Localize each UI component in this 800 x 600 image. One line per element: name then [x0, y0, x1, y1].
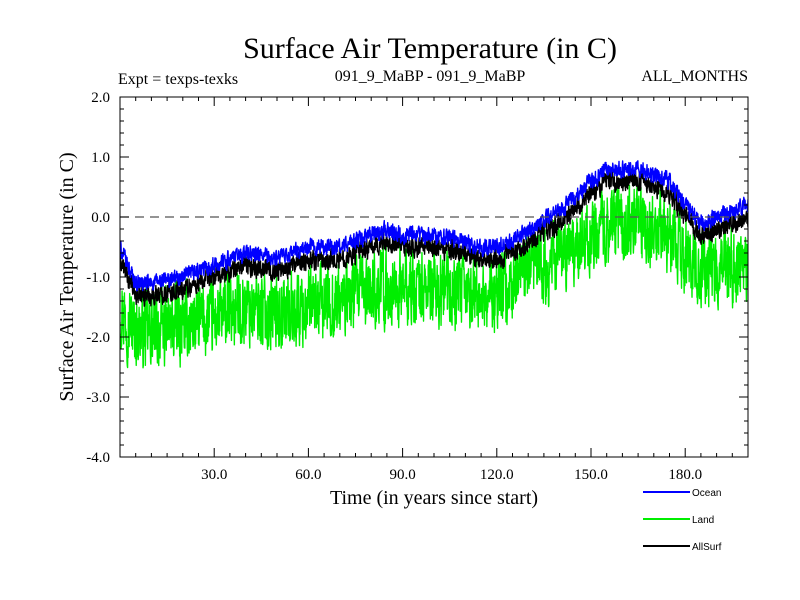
- chart-title: Surface Air Temperature (in C): [243, 32, 617, 65]
- x-tick-label: 60.0: [295, 467, 321, 483]
- x-tick-label: 180.0: [668, 467, 702, 483]
- x-tick-label: 120.0: [480, 467, 514, 483]
- y-tick-label: 2.0: [91, 90, 110, 106]
- y-tick-label: -4.0: [86, 450, 110, 466]
- legend: Ocean Land AllSurf: [643, 488, 722, 553]
- axes: 30.0 60.0 90.0 120.0 150.0 180.0 2.0 1.0 0.0 -1.0…: [86, 90, 748, 483]
- period-label: 091_9_MaBP - 091_9_MaBP: [335, 68, 526, 85]
- x-tick-label: 30.0: [201, 467, 227, 483]
- legend-label-allsurf: AllSurf: [692, 542, 722, 553]
- experiment-label: Expt = texps-texks: [118, 71, 238, 88]
- y-tick-label: -3.0: [86, 390, 110, 406]
- y-tick-label: 0.0: [91, 210, 110, 226]
- legend-label-land: Land: [692, 515, 714, 526]
- y-axis-label: Surface Air Temperature (in C): [56, 152, 78, 401]
- y-tick-label: 1.0: [91, 150, 110, 166]
- x-axis-label: Time (in years since start): [330, 487, 538, 509]
- months-label: ALL_MONTHS: [641, 68, 748, 85]
- x-tick-label: 150.0: [574, 467, 608, 483]
- y-tick-label: -2.0: [86, 330, 110, 346]
- legend-label-ocean: Ocean: [692, 488, 721, 499]
- series-line-ocean: [120, 160, 748, 292]
- series-layer: [120, 160, 748, 369]
- x-tick-label: 90.0: [389, 467, 415, 483]
- y-tick-label: -1.0: [86, 270, 110, 286]
